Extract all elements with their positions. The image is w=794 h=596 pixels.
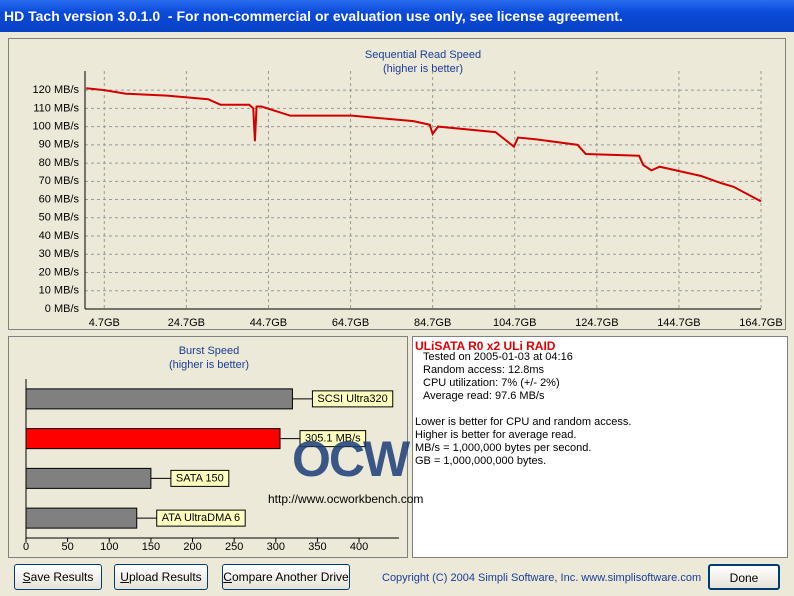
bar <box>25 388 293 410</box>
y-tick-label: 50 MB/s <box>39 212 80 224</box>
y-tick-label: 30 MB/s <box>39 248 80 260</box>
y-tick-label: 40 MB/s <box>39 230 80 242</box>
done-button[interactable]: Done <box>708 564 780 590</box>
chart-subtitle: (higher is better) <box>383 63 463 75</box>
x-tick-label: 50 <box>62 541 74 553</box>
result-line: Tested on 2005-01-03 at 04:16 <box>423 351 573 363</box>
watermark-logo: OCW <box>292 431 410 487</box>
y-tick-label: 120 MB/s <box>33 84 80 96</box>
y-tick-label: 100 MB/s <box>33 121 80 133</box>
label-box <box>311 390 394 408</box>
y-tick-label: 110 MB/s <box>33 102 79 114</box>
x-tick-label: 24.7GB <box>168 317 205 329</box>
x-tick-label: 104.7GB <box>493 317 536 329</box>
chart-title: Sequential Read Speed <box>365 49 481 61</box>
compare-button[interactable]: Compare Another Drive <box>222 564 350 590</box>
note-line: Lower is better for CPU and random acces… <box>415 416 632 428</box>
data-line <box>86 87 762 203</box>
read-chart: Sequential Read Speed (higher is better) 0… <box>33 49 783 329</box>
x-tick-label: 44.7GB <box>250 317 287 329</box>
y-tick-label: 70 MB/s <box>39 175 80 187</box>
x-tick-label: 124.7GB <box>575 317 618 329</box>
note-line: Higher is better for average read. <box>415 429 577 441</box>
title-bar: HD Tach version 3.0.1.0 - For non-commer… <box>0 0 794 32</box>
plot-area <box>85 71 761 309</box>
chart-title: Burst Speed <box>179 345 240 357</box>
result-line: CPU utilization: 7% (+/- 2%) <box>423 377 560 389</box>
x-tick-label: 0 <box>23 541 29 553</box>
y-tick-label: 10 MB/s <box>39 285 80 297</box>
bar-label: SCSI Ultra320 <box>317 393 387 405</box>
result-line: Average read: 97.6 MB/s <box>423 390 545 402</box>
burst-chart: Burst Speed (higher is better) 0 50 100 150 20… <box>23 345 399 553</box>
bar-label: SATA 150 <box>176 472 224 484</box>
read-panel: Sequential Read Speed (higher is better) 0… <box>8 38 786 330</box>
x-tick-label: 144.7GB <box>657 317 700 329</box>
y-tick-label: 60 MB/s <box>39 193 80 205</box>
note-line: MB/s = 1,000,000 bytes per second. <box>415 442 592 454</box>
x-tick-label: 400 <box>350 541 368 553</box>
y-tick-label: 90 MB/s <box>39 139 80 151</box>
save-button[interactable]: Save Results <box>14 564 102 590</box>
bar-label: ATA UltraDMA 6 <box>162 512 240 524</box>
x-tick-label: 64.7GB <box>332 317 369 329</box>
x-tick-label: 164.7GB <box>739 317 782 329</box>
bar <box>25 507 138 529</box>
x-tick-label: 250 <box>225 541 243 553</box>
results-heading: ULiSATA R0 x2 ULi RAID <box>415 339 556 353</box>
bar <box>25 467 152 489</box>
x-tick-label: 84.7GB <box>414 317 451 329</box>
chart-subtitle: (higher is better) <box>169 359 249 371</box>
y-tick-label: 80 MB/s <box>39 157 80 169</box>
x-tick-label: 100 <box>100 541 118 553</box>
y-tick-label: 20 MB/s <box>39 266 80 278</box>
x-tick-label: 200 <box>183 541 201 553</box>
note-line: GB = 1,000,000,000 bytes. <box>415 455 547 467</box>
x-tick-label: 350 <box>308 541 326 553</box>
watermark-url: http://www.ocworkbench.com <box>268 492 424 506</box>
bar <box>25 428 281 450</box>
x-tick-label: 300 <box>267 541 285 553</box>
upload-button[interactable]: Upload Results <box>114 564 208 590</box>
x-tick-label: 150 <box>142 541 160 553</box>
copyright: Copyright (C) 2004 Simpli Software, Inc.… <box>382 572 702 584</box>
label-box <box>170 469 230 487</box>
results-panel: ULiSATA R0 x2 ULi RAID Tested on 2005-01… <box>412 336 788 558</box>
bar-label: 305.1 MB/s <box>305 433 361 445</box>
result-line: Random access: 12.8ms <box>423 364 545 376</box>
burst-panel: Burst Speed (higher is better) 0 50 100 150 20… <box>8 336 408 558</box>
x-tick-label: 4.7GB <box>89 317 120 329</box>
y-tick-label: 0 MB/s <box>45 303 80 315</box>
label-box <box>299 430 367 448</box>
label-box <box>156 509 246 527</box>
